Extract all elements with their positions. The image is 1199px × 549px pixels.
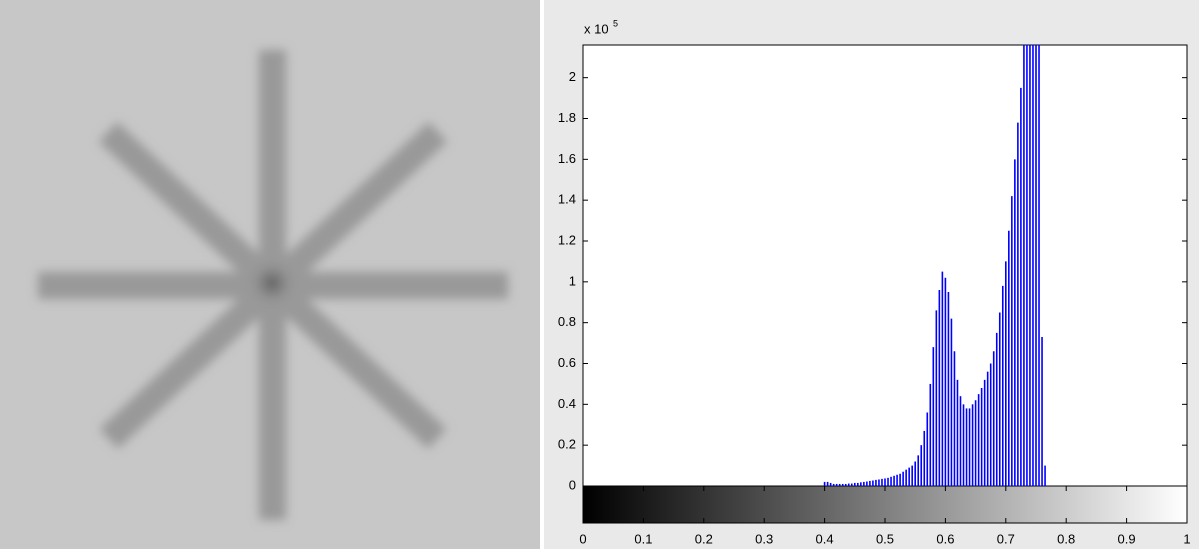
y-tick-label: 1.8 [558, 110, 576, 125]
x-tick-label: 0 [579, 531, 586, 546]
x-tick-label: 0.6 [936, 531, 954, 546]
y-tick-label: 0.4 [558, 396, 576, 411]
y-tick-label: 1.6 [558, 151, 576, 166]
y-tick-label: 0.8 [558, 314, 576, 329]
x-tick-label: 0.7 [997, 531, 1015, 546]
y-scale-exponent: 5 [613, 18, 618, 28]
x-tick-label: 0.1 [634, 531, 652, 546]
y-tick-label: 2 [569, 69, 576, 84]
x-tick-label: 1 [1183, 531, 1190, 546]
y-tick-label: 1 [569, 273, 576, 288]
divider [540, 0, 544, 549]
x-tick-label: 0.9 [1118, 531, 1136, 546]
plot-area [583, 45, 1187, 486]
y-tick-label: 0 [569, 477, 576, 492]
x-tick-label: 0.5 [876, 531, 894, 546]
screen: x 10 5 0 0.2 0.4 0.6 0.8 1 1.2 1.4 1.6 1.8 2 0 0.1 0.… [0, 0, 1199, 549]
colorbar [583, 486, 1187, 523]
x-tick-label: 0.3 [755, 531, 773, 546]
image-panel [0, 0, 540, 549]
y-tick-label: 0.2 [558, 437, 576, 452]
y-tick-label: 1.2 [558, 232, 576, 247]
x-tick-label: 0.8 [1057, 531, 1075, 546]
page: {"chart_data": {"type": "bar", "y_scale_… [0, 0, 1199, 549]
x-tick-label: 0.4 [816, 531, 834, 546]
y-scale-label: x 10 [584, 21, 609, 36]
y-tick-label: 0.6 [558, 355, 576, 370]
x-tick-label: 0.2 [695, 531, 713, 546]
y-tick-label: 1.4 [558, 192, 576, 207]
